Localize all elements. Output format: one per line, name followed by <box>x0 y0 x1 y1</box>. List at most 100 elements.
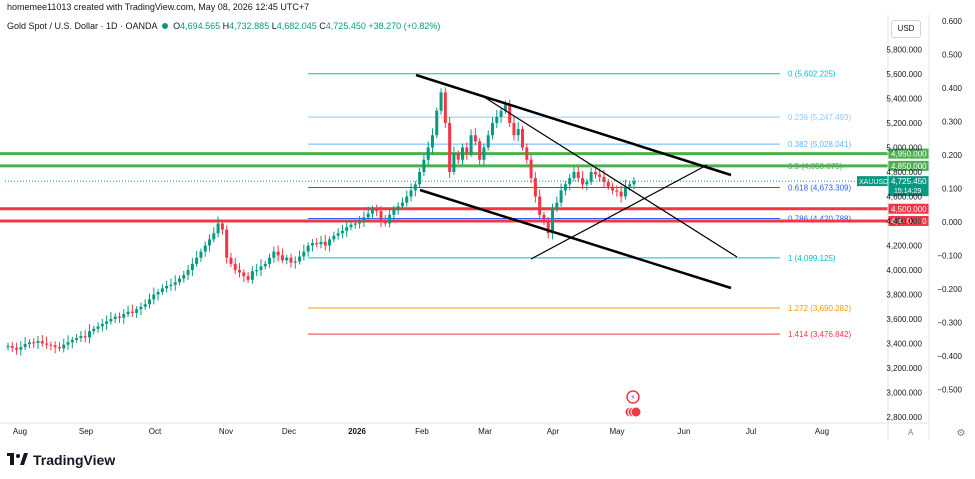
candle-body <box>49 344 53 346</box>
candle-body <box>6 345 10 348</box>
candle-body <box>430 135 434 148</box>
candle-body <box>435 110 439 136</box>
candle-body <box>113 316 117 319</box>
time-tick-label: Aug <box>13 427 27 436</box>
time-tick-label: Dec <box>282 427 296 436</box>
candle-body <box>79 336 83 338</box>
candle-body <box>53 345 57 348</box>
candle-body <box>400 202 404 207</box>
candle-body <box>563 184 567 191</box>
candle-body <box>572 172 576 179</box>
us-flag-event-icon <box>630 406 642 418</box>
time-tick-label: Nov <box>219 427 233 436</box>
price-tick-label: 4,600.000 <box>886 193 922 202</box>
candle-body <box>323 241 327 246</box>
candle-body <box>482 147 486 160</box>
candle-body <box>396 206 400 209</box>
price-tick-label: 4,800.000 <box>886 168 922 177</box>
fib-level-label: 0.236 (5,247.493) <box>788 113 851 122</box>
price-tick-label: 5,800.000 <box>886 46 922 55</box>
low-label: L <box>271 21 277 31</box>
candle-body <box>62 344 66 349</box>
candle-body <box>328 239 332 246</box>
currency-button[interactable]: USD <box>891 20 921 38</box>
candle-body <box>229 257 233 264</box>
candle-body <box>555 202 559 209</box>
horizontal-level-tag <box>888 160 929 171</box>
secondary-tick-label: −0.300 <box>937 319 962 328</box>
candle-body <box>259 266 263 270</box>
candle-body <box>448 123 452 172</box>
candle-body <box>443 92 447 123</box>
candle-body <box>576 172 580 179</box>
candle-body <box>92 328 96 332</box>
price-tick-label: 5,600.000 <box>886 70 922 79</box>
secondary-tick-label: −0.400 <box>937 352 962 361</box>
candle-body <box>220 223 224 230</box>
candle-body <box>190 263 194 270</box>
candle-body <box>465 147 469 154</box>
candle-body <box>96 326 100 329</box>
gear-icon[interactable]: ⚙ <box>956 428 966 439</box>
candle-body <box>392 208 396 215</box>
secondary-tick-label: 0.600 <box>942 17 963 26</box>
candle-body <box>585 181 589 185</box>
candle-body <box>315 243 319 245</box>
candle-body <box>36 341 40 343</box>
candle-body <box>606 181 610 187</box>
candle-body <box>473 135 477 142</box>
candle-body <box>551 208 555 234</box>
candle-body <box>135 309 139 313</box>
candle-body <box>358 221 362 224</box>
candle-body <box>195 257 199 264</box>
market-status-icon <box>161 23 168 29</box>
time-tick-label: Jul <box>746 427 756 436</box>
auto-scale-button[interactable]: A <box>908 428 914 437</box>
secondary-tick-label: 0.300 <box>942 118 963 127</box>
candle-body <box>345 227 349 231</box>
secondary-tick-label: 0.000 <box>942 218 963 227</box>
candle-body <box>156 292 160 295</box>
fib-level-label: 1 (4,099.125) <box>788 254 836 263</box>
candle-body <box>165 285 169 289</box>
horizontal-level-tag <box>888 216 929 226</box>
candle-body <box>100 323 104 327</box>
publisher-line: homemee11013 created with TradingView.co… <box>7 2 310 12</box>
horizontal-level-label: 4,400.000 <box>891 217 927 226</box>
candle-body <box>546 221 550 234</box>
price-tick-label: 2,800.000 <box>886 413 922 422</box>
candle-body <box>246 276 250 280</box>
high-value: 4,732.885 <box>229 21 270 31</box>
candle-body <box>268 257 272 264</box>
candle-body <box>521 129 525 148</box>
tradingview-logo-icon <box>7 453 28 465</box>
candle-body <box>611 186 615 191</box>
horizontal-level-tag <box>888 203 929 214</box>
lightning-event-icon <box>626 390 640 404</box>
price-tick-label: 3,000.000 <box>886 389 922 398</box>
secondary-tick-label: −0.200 <box>937 285 962 294</box>
candle-body <box>349 224 353 228</box>
candle-body <box>139 306 143 310</box>
candle-body <box>439 92 443 111</box>
candle-body <box>105 321 109 324</box>
candle-body <box>516 129 520 136</box>
candle-body <box>632 181 636 185</box>
symbol-tag-label: XAUUSD <box>859 179 888 186</box>
candle-body <box>383 221 387 224</box>
candle-body <box>285 257 289 261</box>
candle-body <box>456 153 460 160</box>
candle-body <box>375 208 379 212</box>
candle-body <box>173 282 177 285</box>
candle-body <box>388 214 392 224</box>
candle-body <box>238 270 242 273</box>
candle-body <box>615 190 619 192</box>
horizontal-level-tag <box>888 148 929 159</box>
horizontal-level-label: 4,950.000 <box>891 150 927 159</box>
time-tick-label: Sep <box>79 427 94 436</box>
fib-level-label: 1.414 (3,476.842) <box>788 330 851 339</box>
secondary-tick-label: 0.500 <box>942 51 963 60</box>
candle-body <box>186 270 190 275</box>
